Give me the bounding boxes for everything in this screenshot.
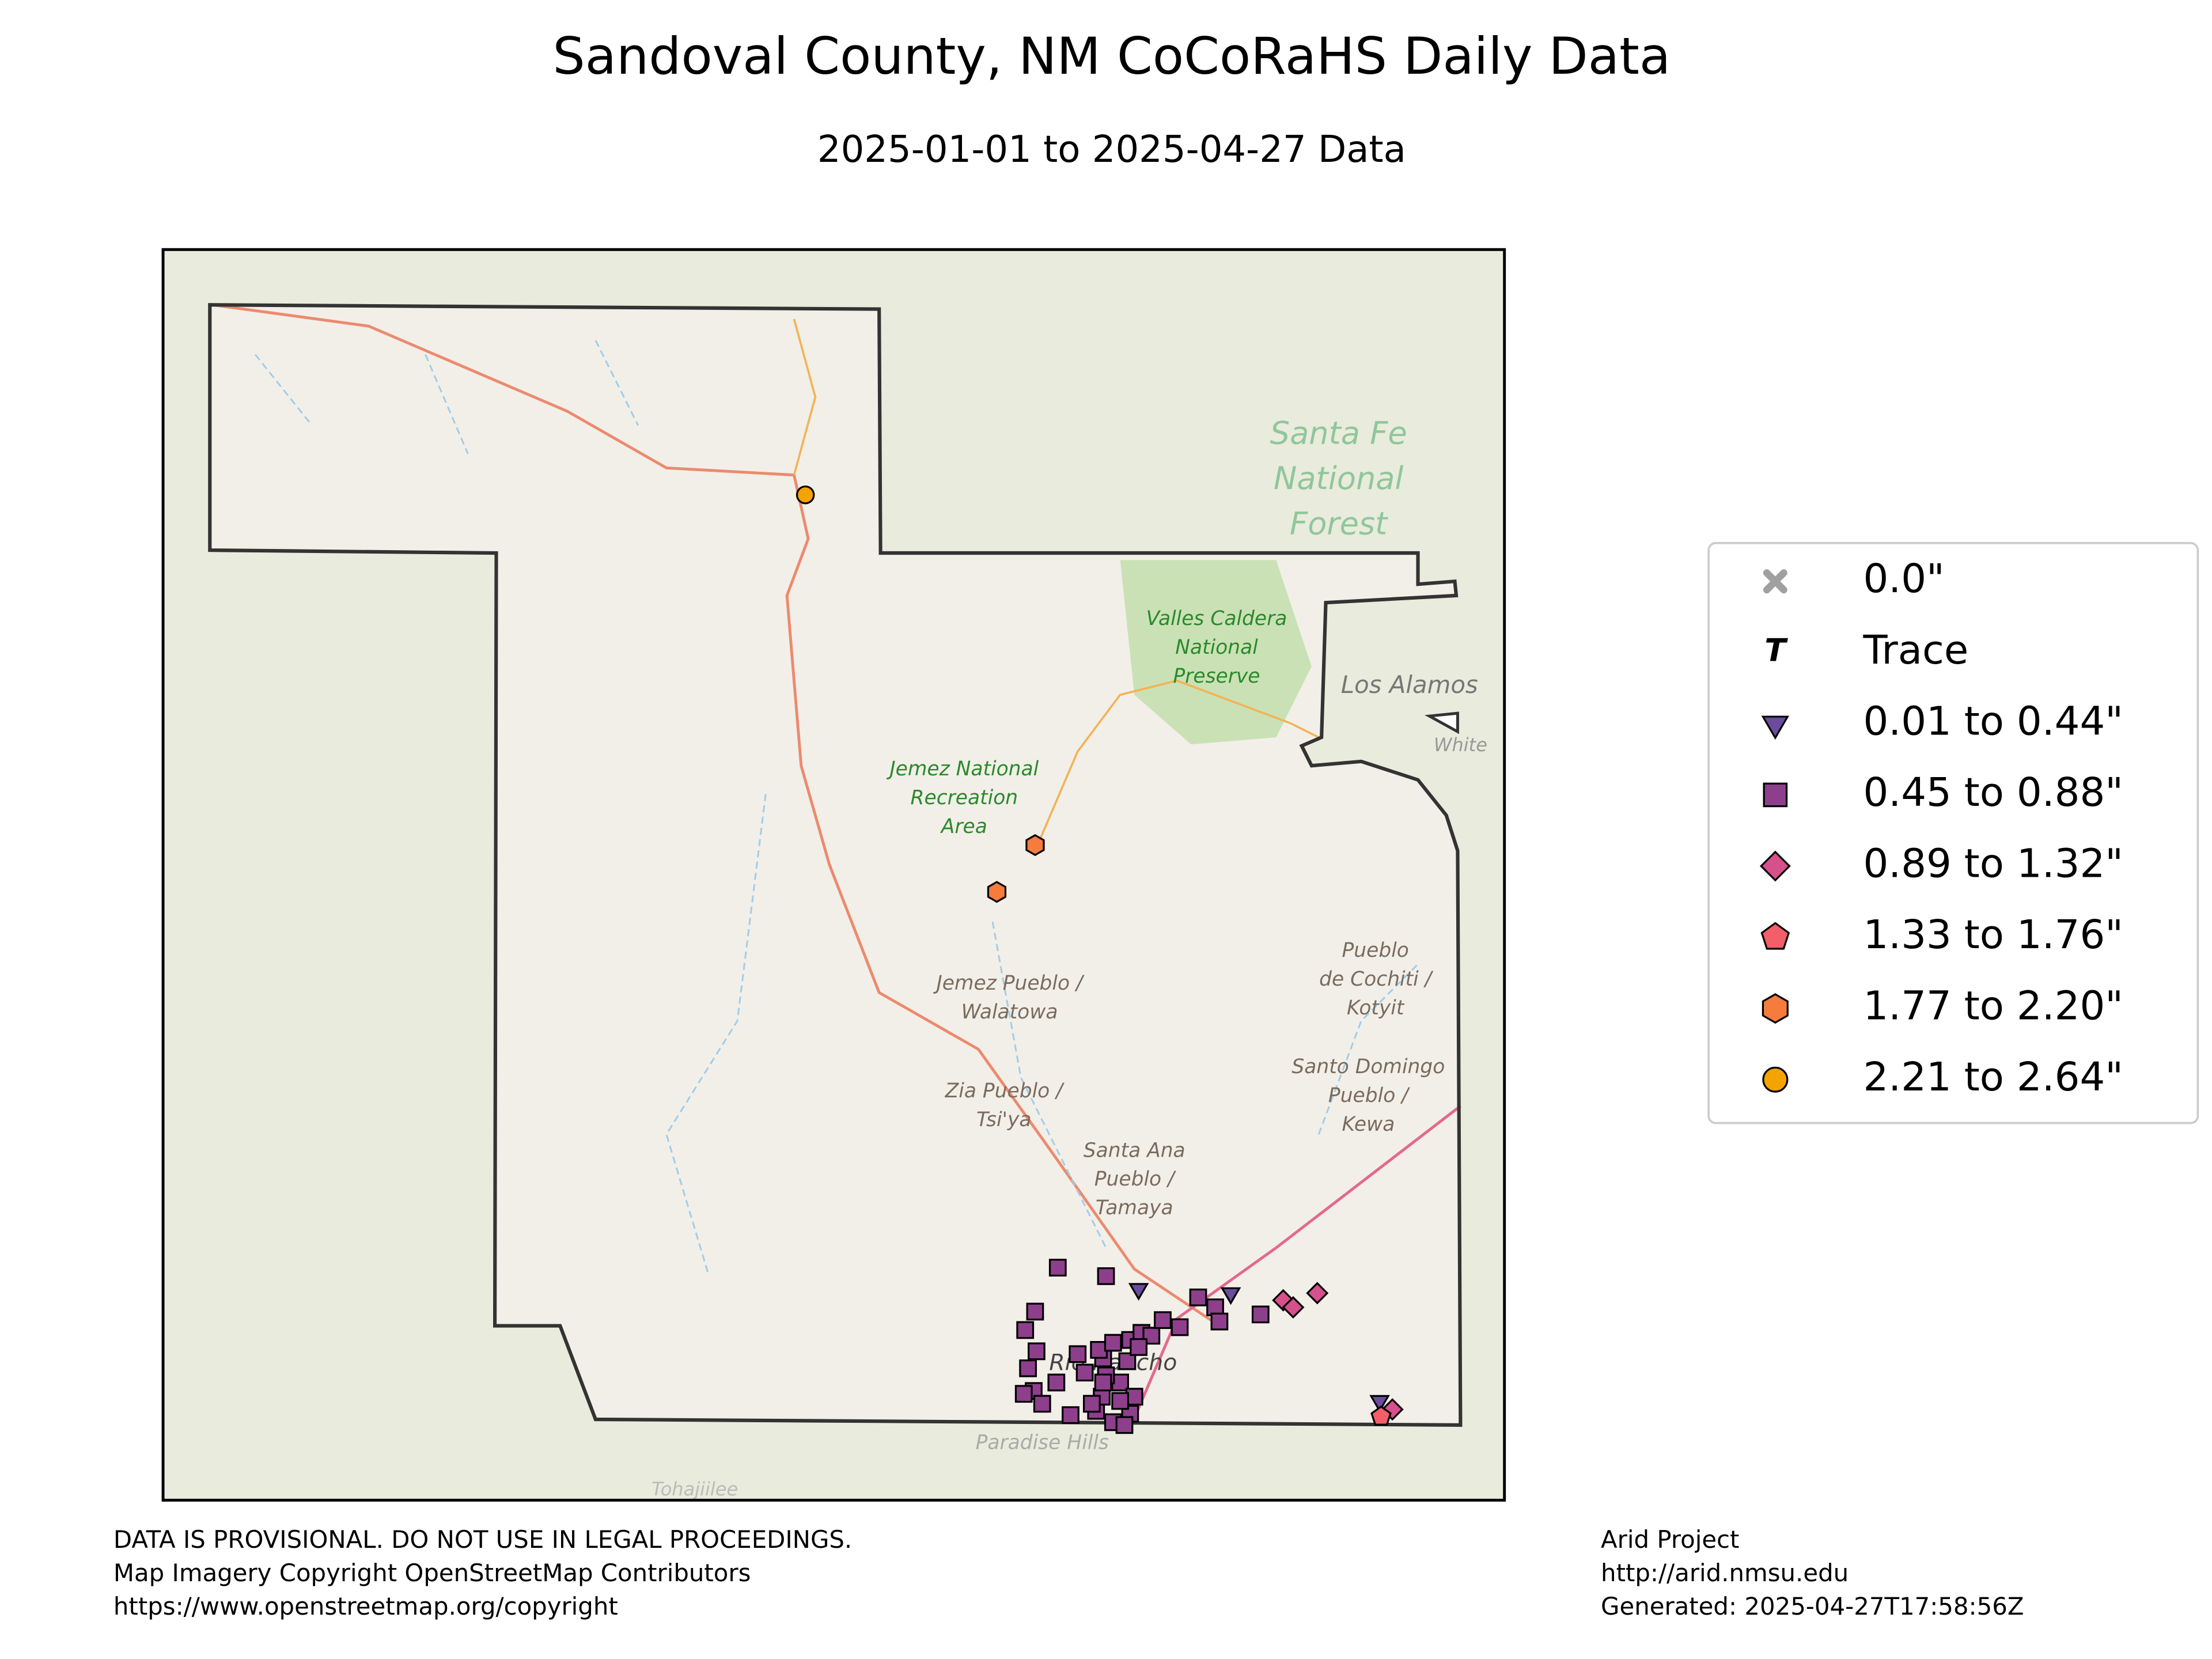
map-label: Pueblo /	[1094, 1168, 1176, 1191]
marker	[1128, 1283, 1149, 1301]
marker	[1154, 1311, 1172, 1330]
footer-left: DATA IS PROVISIONAL. DO NOT USE IN LEGAL…	[113, 1525, 852, 1554]
marker	[796, 485, 815, 505]
marker	[1048, 1259, 1067, 1277]
map-label: Kotyit	[1347, 997, 1405, 1020]
legend-box	[1707, 541, 2199, 1124]
marker: T	[1764, 632, 1788, 668]
marker	[1069, 1345, 1087, 1363]
map-label: Tsi'ya	[976, 1108, 1031, 1131]
map: Santa Fe National Forest Valles Caldera Nati…	[161, 248, 1506, 1502]
marker	[1762, 993, 1789, 1024]
map-label: Jemez Pueblo /	[933, 972, 1085, 995]
marker	[1130, 1338, 1148, 1356]
marker	[1171, 1318, 1189, 1336]
marker	[1094, 1373, 1112, 1392]
footer-right: http://arid.nmsu.edu	[1601, 1559, 1849, 1587]
marker	[1115, 1416, 1134, 1434]
marker	[1760, 922, 1790, 950]
map-label: Jemez National	[886, 757, 1039, 781]
marker	[1118, 1352, 1137, 1370]
interstate	[1132, 1105, 1461, 1419]
legend-label: 1.77 to 2.20"	[1863, 983, 2123, 1029]
legend-label: 0.0"	[1863, 556, 1944, 602]
legend-label: 1.33 to 1.76"	[1863, 912, 2123, 958]
marker	[1075, 1363, 1094, 1382]
map-label: Santa Ana	[1084, 1139, 1185, 1162]
map-label: Tohajiilee	[652, 1478, 738, 1500]
map-label: National	[1274, 460, 1404, 497]
marker	[1763, 569, 1787, 594]
marker	[1047, 1373, 1066, 1392]
footer-right: Arid Project	[1601, 1525, 1739, 1554]
preserve-area	[1120, 560, 1312, 745]
map-label: Paradise Hills	[976, 1431, 1109, 1454]
highway	[212, 303, 1221, 1327]
map-frame	[161, 248, 1506, 1502]
marker	[1111, 1392, 1130, 1410]
marker	[1014, 1385, 1033, 1403]
marker	[1220, 1287, 1241, 1305]
marker	[1189, 1288, 1207, 1306]
subtitle: 2025-01-01 to 2025-04-27 Data	[817, 128, 1406, 171]
marker	[1062, 1406, 1080, 1425]
map-label: Valles Caldera	[1146, 607, 1287, 630]
legend-label: 0.01 to 0.44"	[1863, 698, 2123, 744]
marker	[1763, 782, 1788, 808]
title: Sandoval County, NM CoCoRaHS Daily Data	[553, 26, 1671, 86]
marker	[1369, 1395, 1390, 1413]
marker	[1251, 1305, 1270, 1324]
marker	[1026, 1302, 1044, 1321]
marker	[1370, 1405, 1392, 1426]
county-boundary	[208, 303, 1463, 1427]
marker	[1104, 1334, 1122, 1352]
legend-label: 0.89 to 1.32"	[1863, 841, 2123, 887]
legend-label: Trace	[1862, 627, 1968, 673]
marker	[1306, 1282, 1329, 1305]
marker	[1019, 1359, 1037, 1377]
map-label: Walatowa	[961, 1001, 1058, 1024]
road	[793, 319, 1320, 851]
marker	[987, 881, 1007, 903]
legend-label: 2.21 to 2.64"	[1863, 1054, 2123, 1100]
marker	[1033, 1395, 1051, 1413]
marker	[1028, 1342, 1046, 1361]
marker	[1759, 850, 1791, 882]
map-label: Preserve	[1173, 665, 1260, 688]
footer-right: Generated: 2025-04-27T17:58:56Z	[1601, 1592, 2024, 1620]
marker	[1761, 715, 1790, 740]
map-label: Santa Fe	[1270, 415, 1407, 451]
map-label: White	[1434, 734, 1487, 756]
legend-label: 0.45 to 0.88"	[1863, 770, 2123, 816]
map-label: de Cochiti /	[1319, 968, 1434, 991]
footer-left: https://www.openstreetmap.org/copyright	[113, 1592, 618, 1620]
footer-left: Map Imagery Copyright OpenStreetMap Cont…	[113, 1559, 751, 1587]
marker	[1210, 1312, 1229, 1331]
map-label: Zia Pueblo /	[945, 1080, 1065, 1103]
map-label: Area	[940, 815, 987, 838]
marker	[1025, 834, 1045, 857]
map-label: National	[1175, 636, 1258, 659]
marker	[1083, 1395, 1101, 1413]
map-label: Pueblo	[1342, 939, 1409, 962]
marker	[1282, 1296, 1305, 1319]
legend: 0.0" T Trace 0.01 to 0.44" 0.45 to 0.88" 0.89…	[1707, 541, 2199, 1124]
map-label: Kewa	[1342, 1113, 1395, 1136]
streams	[254, 340, 1419, 1277]
boundary-notch	[1425, 711, 1459, 734]
map-label: Pueblo /	[1328, 1084, 1410, 1107]
marker	[1762, 1066, 1789, 1093]
map-label: Santo Domingo	[1291, 1055, 1445, 1078]
marker	[1016, 1321, 1035, 1339]
marker	[1097, 1267, 1115, 1285]
map-label: Los Alamos	[1341, 671, 1478, 699]
map-label: Recreation	[911, 786, 1018, 809]
map-label: Tamaya	[1096, 1196, 1173, 1219]
map-label: Forest	[1290, 505, 1388, 541]
